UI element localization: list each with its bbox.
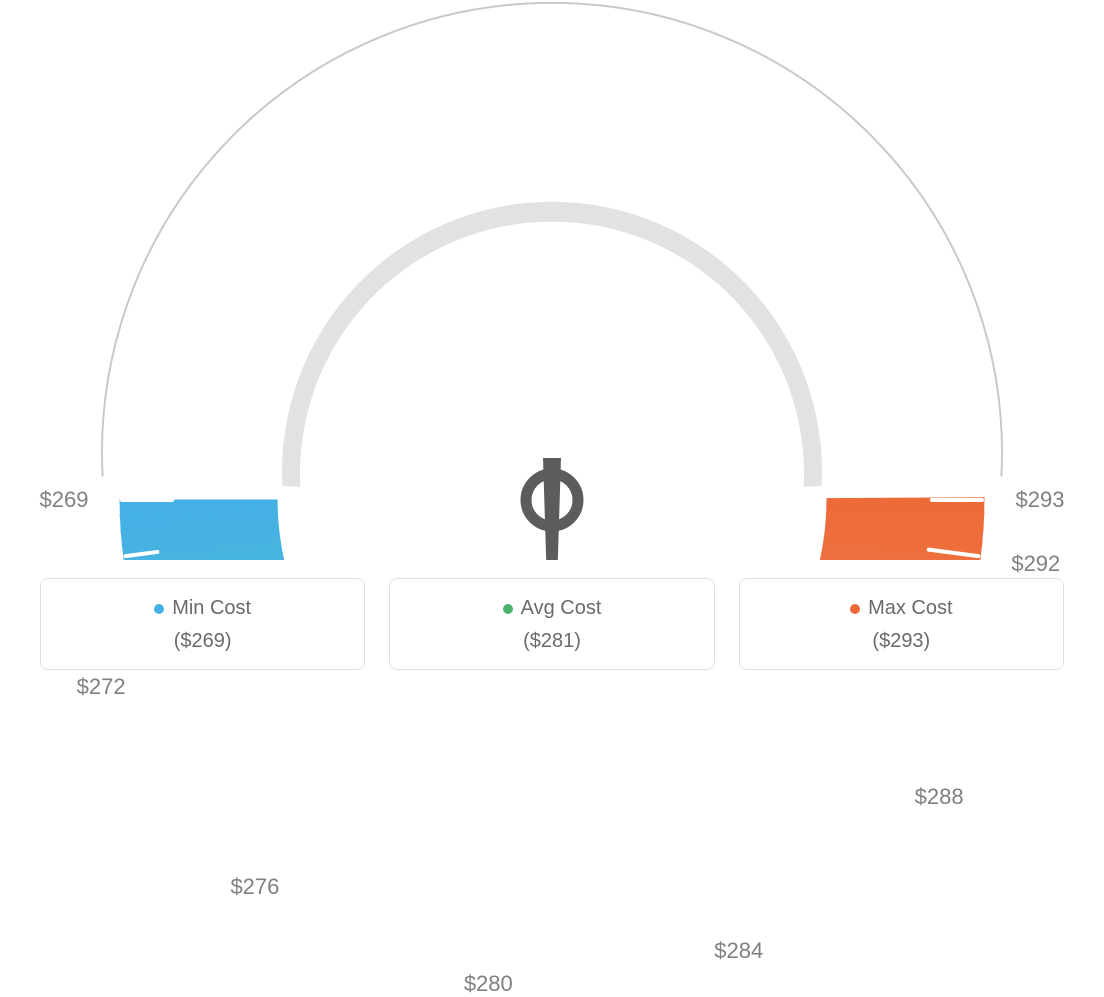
legend-label-avg-text: Avg Cost	[521, 597, 602, 620]
gauge-tick-label: $269	[40, 487, 89, 513]
legend-card-min: Min Cost ($269)	[40, 578, 365, 670]
gauge-tick-label: $284	[714, 938, 763, 964]
legend-card-avg: Avg Cost ($281)	[389, 578, 714, 670]
legend-label-min-text: Min Cost	[172, 597, 251, 620]
legend-row: Min Cost ($269) Avg Cost ($281) Max Cost…	[40, 578, 1064, 670]
legend-label-max-text: Max Cost	[868, 597, 952, 620]
legend-dot-min	[154, 604, 164, 614]
legend-label-min: Min Cost	[51, 597, 354, 620]
legend-dot-max	[850, 604, 860, 614]
gauge-svg	[0, 0, 1104, 560]
gauge-tick-label: $288	[915, 784, 964, 810]
cost-gauge-container: $269$272$276$280$284$288$292$293 Min Cos…	[0, 0, 1104, 690]
legend-dot-avg	[503, 604, 513, 614]
legend-value-avg: ($281)	[400, 630, 703, 653]
legend-card-max: Max Cost ($293)	[739, 578, 1064, 670]
gauge-tick-label: $280	[464, 971, 513, 997]
gauge-tick-label: $276	[230, 874, 279, 900]
gauge-tick-label: $292	[1011, 551, 1060, 577]
legend-value-max: ($293)	[750, 630, 1053, 653]
gauge-tick-label: $272	[77, 674, 126, 700]
legend-label-max: Max Cost	[750, 597, 1053, 620]
gauge-tick-label: $293	[1016, 487, 1065, 513]
gauge-chart: $269$272$276$280$284$288$292$293	[0, 0, 1104, 560]
legend-value-min: ($269)	[51, 630, 354, 653]
legend-label-avg: Avg Cost	[400, 597, 703, 620]
